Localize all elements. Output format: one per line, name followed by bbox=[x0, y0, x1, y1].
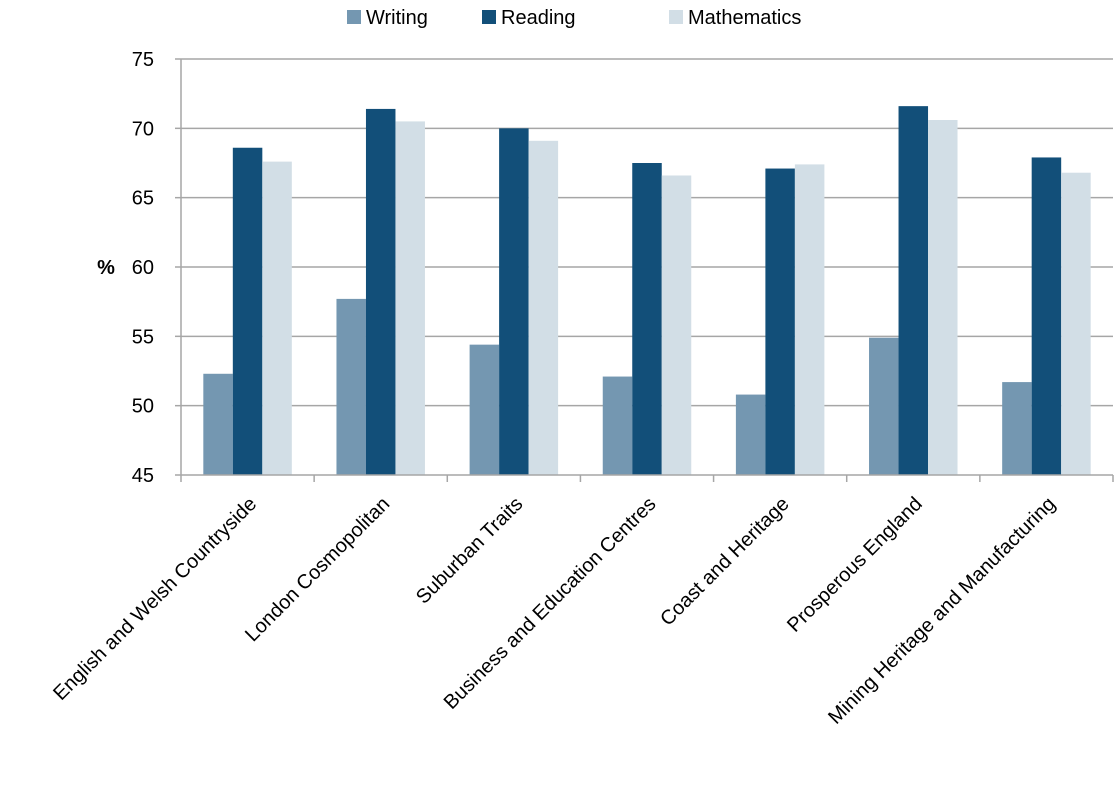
bar-reading bbox=[632, 163, 662, 475]
y-tick-label: 75 bbox=[132, 49, 154, 71]
bar-reading bbox=[499, 128, 529, 476]
bar-writing bbox=[735, 394, 766, 475]
y-tick-label: 45 bbox=[132, 465, 154, 487]
legend-swatch-reading bbox=[482, 10, 496, 24]
bar-reading bbox=[765, 168, 795, 475]
bar-writing bbox=[469, 344, 500, 475]
y-tick-label: 60 bbox=[132, 257, 154, 279]
x-tick-label: Business and Education Centres bbox=[440, 493, 661, 714]
bar-reading bbox=[898, 106, 929, 475]
legend: Writing Reading Mathematics bbox=[347, 7, 801, 29]
legend-swatch-writing bbox=[347, 10, 361, 24]
y-axis-label: % bbox=[97, 257, 115, 279]
bar-mathematics bbox=[528, 140, 559, 475]
bar-writing bbox=[336, 298, 366, 475]
y-tick-label: 50 bbox=[132, 396, 154, 418]
bar-reading bbox=[1031, 157, 1062, 475]
bar-writing bbox=[869, 337, 899, 475]
bar-reading bbox=[365, 108, 396, 476]
bar-mathematics bbox=[661, 175, 692, 476]
legend-swatch-mathematics bbox=[669, 10, 683, 24]
x-tick-label: Mining Heritage and Manufacturing bbox=[824, 493, 1060, 729]
bar-mathematics bbox=[262, 161, 292, 475]
x-tick-label: Suburban Traits bbox=[412, 493, 527, 608]
y-tick-label: 55 bbox=[132, 326, 154, 348]
bar-reading bbox=[232, 147, 263, 475]
bar-mathematics bbox=[395, 121, 425, 476]
y-tick-label: 70 bbox=[132, 118, 154, 140]
legend-label-reading: Reading bbox=[501, 7, 576, 29]
legend-label-writing: Writing bbox=[366, 7, 428, 29]
bars bbox=[203, 106, 1091, 476]
bar-mathematics bbox=[794, 164, 825, 476]
x-tick-label: London Cosmopolitan bbox=[241, 493, 394, 646]
x-tick-label: English and Welsh Countryside bbox=[49, 493, 261, 705]
bar-mathematics bbox=[928, 120, 958, 475]
bar-writing bbox=[1002, 382, 1032, 475]
legend-label-mathematics: Mathematics bbox=[688, 7, 801, 29]
bar-writing bbox=[203, 373, 233, 475]
bar-writing bbox=[602, 376, 633, 475]
bar-mathematics bbox=[1061, 172, 1091, 475]
x-tick-label: Coast and Heritage bbox=[656, 493, 793, 630]
x-tick-label: Prosperous England bbox=[783, 493, 927, 637]
y-tick-label: 65 bbox=[132, 188, 154, 210]
